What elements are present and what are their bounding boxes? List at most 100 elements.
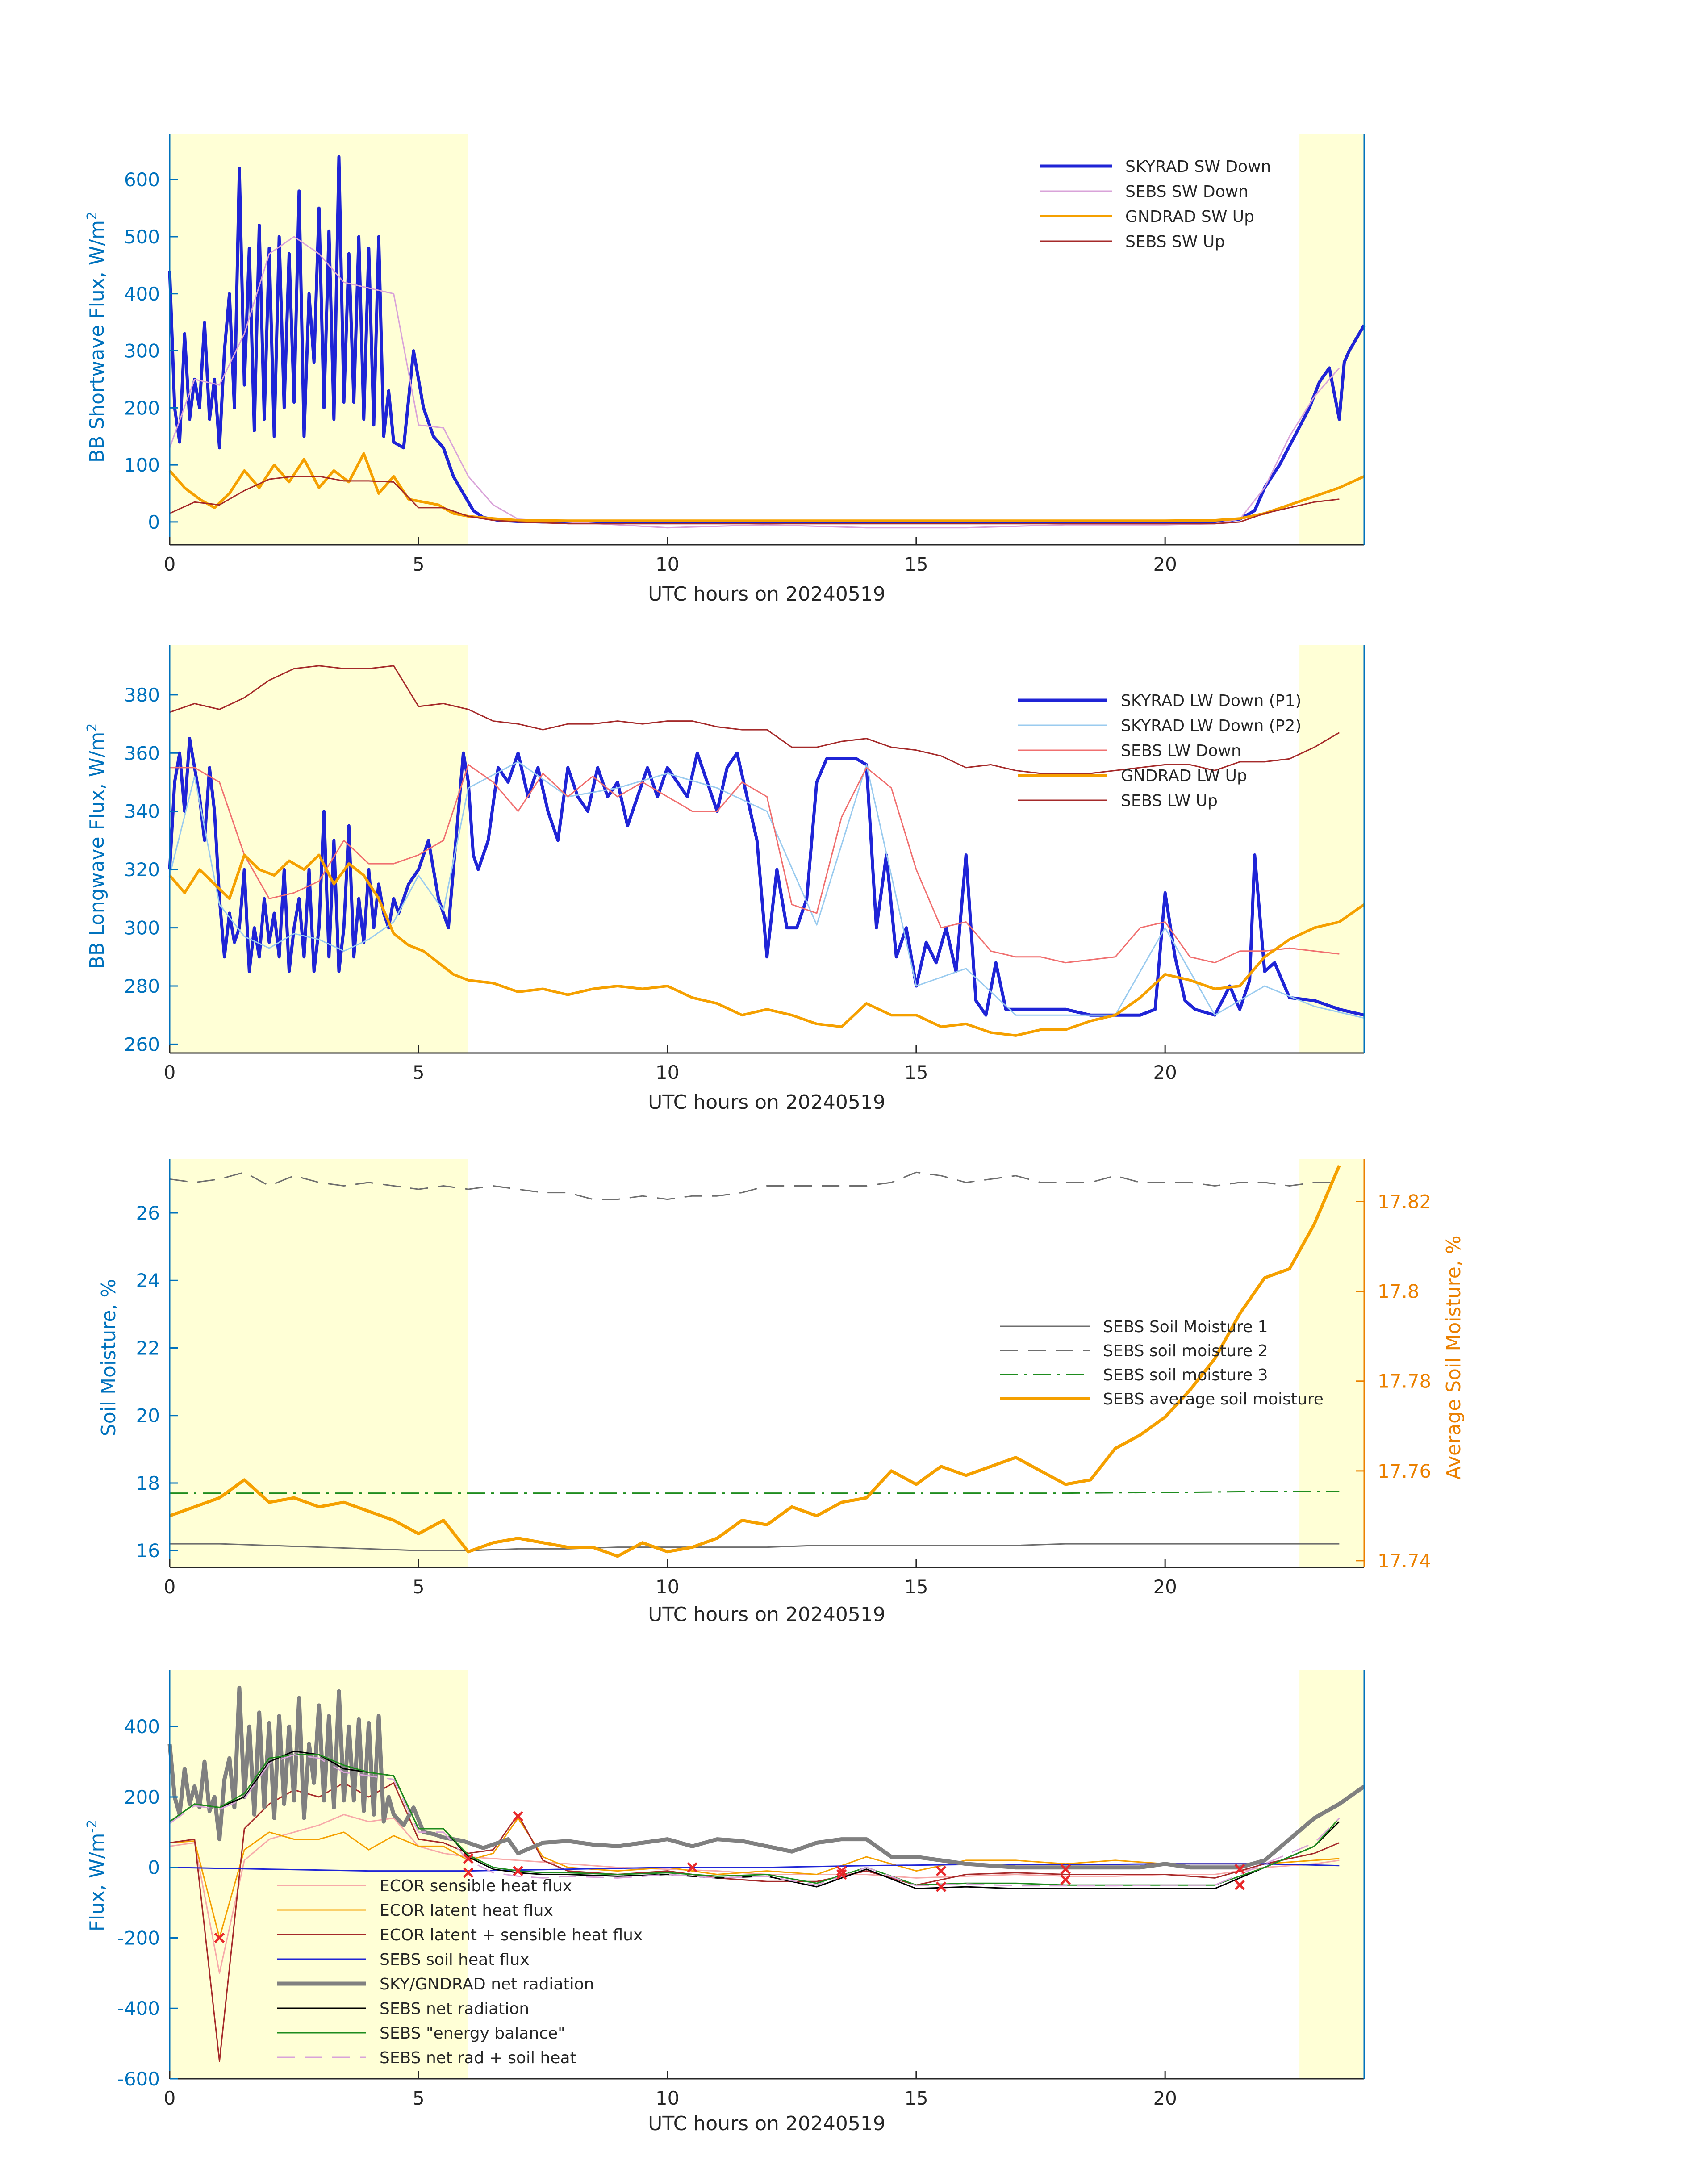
data-marker [935, 1865, 947, 1876]
x-tick-label: 5 [413, 1061, 425, 1083]
x-tick-label: 0 [164, 1576, 176, 1598]
night-shade-region [1299, 134, 1364, 545]
sebs-soil-moisture-3-line [170, 1491, 1340, 1494]
data-marker [463, 1853, 474, 1864]
sebs-soil-moisture-3-legend-label: SEBS soil moisture 3 [1103, 1366, 1268, 1384]
y-tick-label: 320 [124, 859, 160, 881]
y-tick-label: -400 [117, 1997, 160, 2019]
night-shade-region [1299, 1159, 1364, 1567]
sebs-soil-moisture-2-legend-label: SEBS soil moisture 2 [1103, 1342, 1268, 1360]
night-shade-region [1299, 1670, 1364, 2079]
right-y-tick-label: 17.76 [1378, 1460, 1431, 1482]
y-tick-label: 0 [148, 1857, 160, 1879]
gndrad-sw-up-legend-label: GNDRAD SW Up [1125, 208, 1254, 226]
x-tick-label: 5 [413, 1576, 425, 1598]
y-tick-label: -600 [117, 2068, 160, 2090]
flux-legend: ECOR sensible heat flux ECOR latent heat … [277, 1877, 643, 2067]
longwave-legend: SKYRAD LW Down (P1) SKYRAD LW Down (P2) SE… [1018, 692, 1301, 810]
flux-xlabel: UTC hours on 20240519 [648, 2112, 885, 2135]
sebs-sw-down-legend-label: SEBS SW Down [1125, 183, 1249, 201]
data-marker [836, 1869, 847, 1880]
gndrad-sw-up-line [168, 452, 1365, 522]
right-y-tick-label: 17.78 [1378, 1371, 1431, 1392]
gndrad-lw-up-line [168, 853, 1365, 1037]
y-tick-label: 100 [124, 454, 160, 476]
y-tick-label: 22 [136, 1337, 160, 1359]
y-tick-label: 16 [136, 1540, 160, 1562]
data-marker [1234, 1880, 1245, 1890]
x-tick-label: 10 [656, 553, 679, 575]
x-tick-label: 10 [656, 1061, 679, 1083]
right-y-tick-label: 17.74 [1378, 1550, 1431, 1572]
sebs-soil-heat-flux-legend-label: SEBS soil heat flux [380, 1951, 530, 1969]
x-tick-label: 10 [656, 1576, 679, 1598]
sebs-sw-up-legend-label: SEBS SW Up [1125, 233, 1225, 251]
right-y-tick-label: 17.8 [1378, 1281, 1420, 1303]
x-tick-label: 5 [413, 2087, 425, 2109]
y-tick-label: 260 [124, 1033, 160, 1055]
skyrad-sw-down-legend-label: SKYRAD SW Down [1125, 158, 1271, 176]
sebs-soil-moisture-1-line [170, 1543, 1340, 1551]
sebs-average-soil-moisture-legend-label: SEBS average soil moisture [1103, 1390, 1324, 1408]
y-tick-label: 26 [136, 1202, 160, 1224]
y-tick-label: 500 [124, 226, 160, 248]
y-tick-label: 400 [124, 1716, 160, 1738]
x-tick-label: 10 [656, 2087, 679, 2109]
data-marker [513, 1865, 523, 1876]
night-shade-region [170, 134, 468, 545]
x-tick-label: 15 [904, 1576, 928, 1598]
y-tick-label: 20 [136, 1405, 160, 1427]
right-y-tick-label: 17.82 [1378, 1191, 1431, 1213]
x-tick-label: 20 [1153, 1061, 1177, 1083]
longwave-xlabel: UTC hours on 20240519 [648, 1091, 885, 1114]
shortwave-ylabel: BB Shortwave Flux, W/m2 [84, 212, 109, 463]
sebs-energy-balance-line [169, 1754, 1340, 1886]
sebs-lw-down-line [170, 764, 1340, 964]
ecor-sensible-heat-flux-legend-label: ECOR sensible heat flux [380, 1877, 572, 1895]
flux-panel: 0 5 10 15 20 -600 -400 -200 0 200 400 ECOR sensibl… [84, 1670, 1366, 2135]
x-tick-label: 20 [1153, 2087, 1177, 2109]
x-tick-label: 0 [164, 553, 176, 575]
y-tick-label: 360 [124, 742, 160, 764]
average-soil-moisture-ylabel: Average Soil Moisture, % [1442, 1235, 1465, 1479]
y-tick-label: -200 [117, 1927, 160, 1949]
sebs-lw-up-legend-label: SEBS LW Up [1121, 792, 1218, 810]
sebs-net-rad-soil-heat-legend-label: SEBS net rad + soil heat [380, 2049, 576, 2067]
y-tick-label: 380 [124, 684, 160, 706]
ecor-latent-sensible-heat-flux-legend-label: ECOR latent + sensible heat flux [380, 1926, 643, 1944]
sebs-lw-down-legend-label: SEBS LW Down [1121, 742, 1241, 760]
skyrad-lw-down-p2-legend-label: SKYRAD LW Down (P2) [1121, 717, 1301, 735]
x-tick-label: 15 [904, 553, 928, 575]
y-tick-label: 200 [124, 1786, 160, 1808]
longwave-ylabel: BB Longwave Flux, W/m2 [84, 723, 109, 969]
sky-gndrad-net-radiation-line [167, 1685, 1366, 1870]
y-tick-label: 18 [136, 1472, 160, 1494]
sky-gndrad-net-radiation-legend-label: SKY/GNDRAD net radiation [380, 1975, 594, 1993]
y-tick-label: 24 [136, 1270, 160, 1291]
sebs-energy-balance-legend-label: SEBS "energy balance" [380, 2024, 565, 2043]
data-marker [687, 1862, 698, 1873]
flux-ylabel: Flux, W/m-2 [84, 1820, 109, 1932]
x-tick-label: 15 [904, 1061, 928, 1083]
soil-moisture-panel: 0 5 10 15 20 16 18 20 22 24 26 17.74 17.76 17.78 17.8 1… [97, 1159, 1465, 1626]
data-marker [1234, 1864, 1245, 1875]
y-tick-label: 280 [124, 975, 160, 997]
y-tick-label: 340 [124, 801, 160, 823]
ecor-latent-heat-flux-line [169, 1817, 1340, 1939]
shortwave-legend: SKYRAD SW Down SEBS SW Down GNDRAD SW Up SE… [1040, 158, 1271, 251]
data-marker [463, 1867, 474, 1878]
soil-moisture-xlabel: UTC hours on 20240519 [648, 1603, 885, 1626]
soil-moisture-legend: SEBS Soil Moisture 1 SEBS soil moisture 2… [1000, 1318, 1324, 1408]
soil-moisture-ylabel: Soil Moisture, % [97, 1279, 120, 1436]
shortwave-xlabel: UTC hours on 20240519 [648, 583, 885, 606]
x-tick-label: 5 [413, 553, 425, 575]
sebs-soil-moisture-1-legend-label: SEBS Soil Moisture 1 [1103, 1318, 1268, 1336]
sebs-net-radiation-legend-label: SEBS net radiation [380, 2000, 529, 2018]
x-tick-label: 0 [164, 1061, 176, 1083]
y-tick-label: 400 [124, 283, 160, 305]
data-marker [1060, 1864, 1071, 1875]
y-tick-label: 600 [124, 169, 160, 191]
x-tick-label: 15 [904, 2087, 928, 2109]
x-tick-label: 0 [164, 2087, 176, 2109]
